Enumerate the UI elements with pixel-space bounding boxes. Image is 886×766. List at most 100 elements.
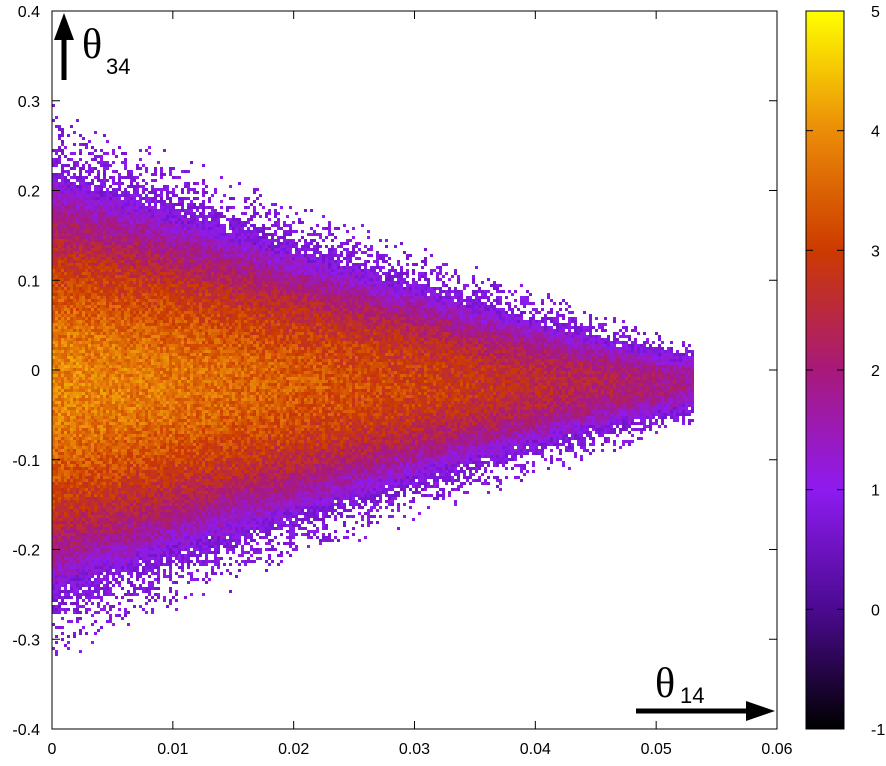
density-cell: [106, 548, 109, 551]
density-cell: [67, 503, 70, 506]
density-cell: [64, 275, 67, 278]
density-cell: [94, 392, 97, 395]
density-cell: [70, 338, 73, 341]
density-cell: [151, 434, 154, 437]
density-cell: [52, 599, 55, 602]
density-cell: [124, 254, 127, 257]
density-cell: [127, 275, 130, 278]
density-cell: [94, 332, 97, 335]
density-cell: [97, 260, 100, 263]
density-cell: [103, 371, 106, 374]
density-cell: [67, 260, 70, 263]
density-cell: [67, 314, 70, 317]
density-cell: [139, 311, 142, 314]
density-cell: [124, 260, 127, 263]
density-cell: [112, 395, 115, 398]
density-cell: [100, 269, 103, 272]
density-cell: [94, 560, 97, 563]
density-cell: [55, 197, 58, 200]
density-cell: [79, 539, 82, 542]
density-cell: [94, 338, 97, 341]
density-cell: [61, 431, 64, 434]
density-cell: [118, 251, 121, 254]
density-cell: [133, 413, 136, 416]
density-cell: [73, 401, 76, 404]
density-cell: [142, 188, 145, 191]
density-cell: [79, 536, 82, 539]
density-cell: [85, 356, 88, 359]
density-cell: [91, 551, 94, 554]
density-cell: [79, 149, 82, 152]
density-cell: [115, 209, 118, 212]
density-cell: [112, 257, 115, 260]
density-cell: [85, 581, 88, 584]
density-cell: [58, 410, 61, 413]
density-cell: [145, 518, 148, 521]
density-cell: [154, 221, 157, 224]
density-cell: [73, 413, 76, 416]
density-cell: [127, 257, 130, 260]
density-cell: [106, 347, 109, 350]
density-cell: [106, 233, 109, 236]
density-cell: [139, 332, 142, 335]
density-cell: [124, 539, 127, 542]
density-cell: [148, 146, 151, 149]
density-cell: [85, 248, 88, 251]
density-cell: [70, 503, 73, 506]
density-cell: [127, 419, 130, 422]
density-cell: [76, 449, 79, 452]
density-cell: [91, 641, 94, 644]
density-cell: [106, 215, 109, 218]
density-cell: [109, 491, 112, 494]
density-cell: [52, 431, 55, 434]
density-cell: [151, 233, 154, 236]
density-cell: [112, 452, 115, 455]
density-cell: [109, 419, 112, 422]
density-cell: [112, 455, 115, 458]
density-cell: [151, 518, 154, 521]
density-cell: [145, 437, 148, 440]
density-cell: [100, 596, 103, 599]
density-cell: [73, 485, 76, 488]
density-cell: [67, 257, 70, 260]
density-cell: [58, 497, 61, 500]
density-cell: [154, 353, 157, 356]
density-cell: [82, 323, 85, 326]
density-cell: [148, 443, 151, 446]
density-cell: [106, 278, 109, 281]
density-cell: [124, 239, 127, 242]
density-cell: [73, 425, 76, 428]
density-cell: [52, 182, 55, 185]
density-cell: [151, 413, 154, 416]
density-cell: [55, 407, 58, 410]
density-cell: [124, 347, 127, 350]
density-cell: [91, 344, 94, 347]
density-cell: [151, 530, 154, 533]
density-cell: [52, 596, 55, 599]
density-cell: [91, 506, 94, 509]
density-cell: [103, 242, 106, 245]
density-cell: [58, 284, 61, 287]
density-cell: [121, 311, 124, 314]
density-cell: [61, 392, 64, 395]
density-cell: [127, 545, 130, 548]
density-cell: [112, 263, 115, 266]
density-cell: [121, 542, 124, 545]
density-cell: [61, 518, 64, 521]
density-cell: [151, 365, 154, 368]
density-cell: [130, 290, 133, 293]
density-cell: [64, 422, 67, 425]
density-cell: [148, 320, 151, 323]
density-cell: [55, 566, 58, 569]
density-cell: [103, 455, 106, 458]
density-cell: [142, 590, 145, 593]
density-cell: [118, 395, 121, 398]
density-cell: [55, 584, 58, 587]
density-cell: [76, 233, 79, 236]
density-cell: [133, 275, 136, 278]
density-cell: [151, 248, 154, 251]
density-cell: [115, 473, 118, 476]
density-cell: [55, 533, 58, 536]
density-cell: [127, 416, 130, 419]
density-cell: [94, 260, 97, 263]
